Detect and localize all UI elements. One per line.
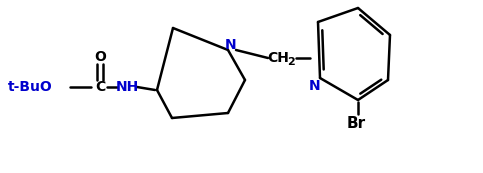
Text: 2: 2 (287, 57, 295, 67)
Text: Br: Br (346, 116, 366, 130)
Text: O: O (94, 50, 106, 64)
Text: NH: NH (115, 80, 139, 94)
Text: N: N (309, 79, 321, 93)
Text: C: C (95, 80, 105, 94)
Text: t-BuO: t-BuO (8, 80, 53, 94)
Text: N: N (225, 38, 237, 52)
Text: CH: CH (267, 51, 289, 65)
